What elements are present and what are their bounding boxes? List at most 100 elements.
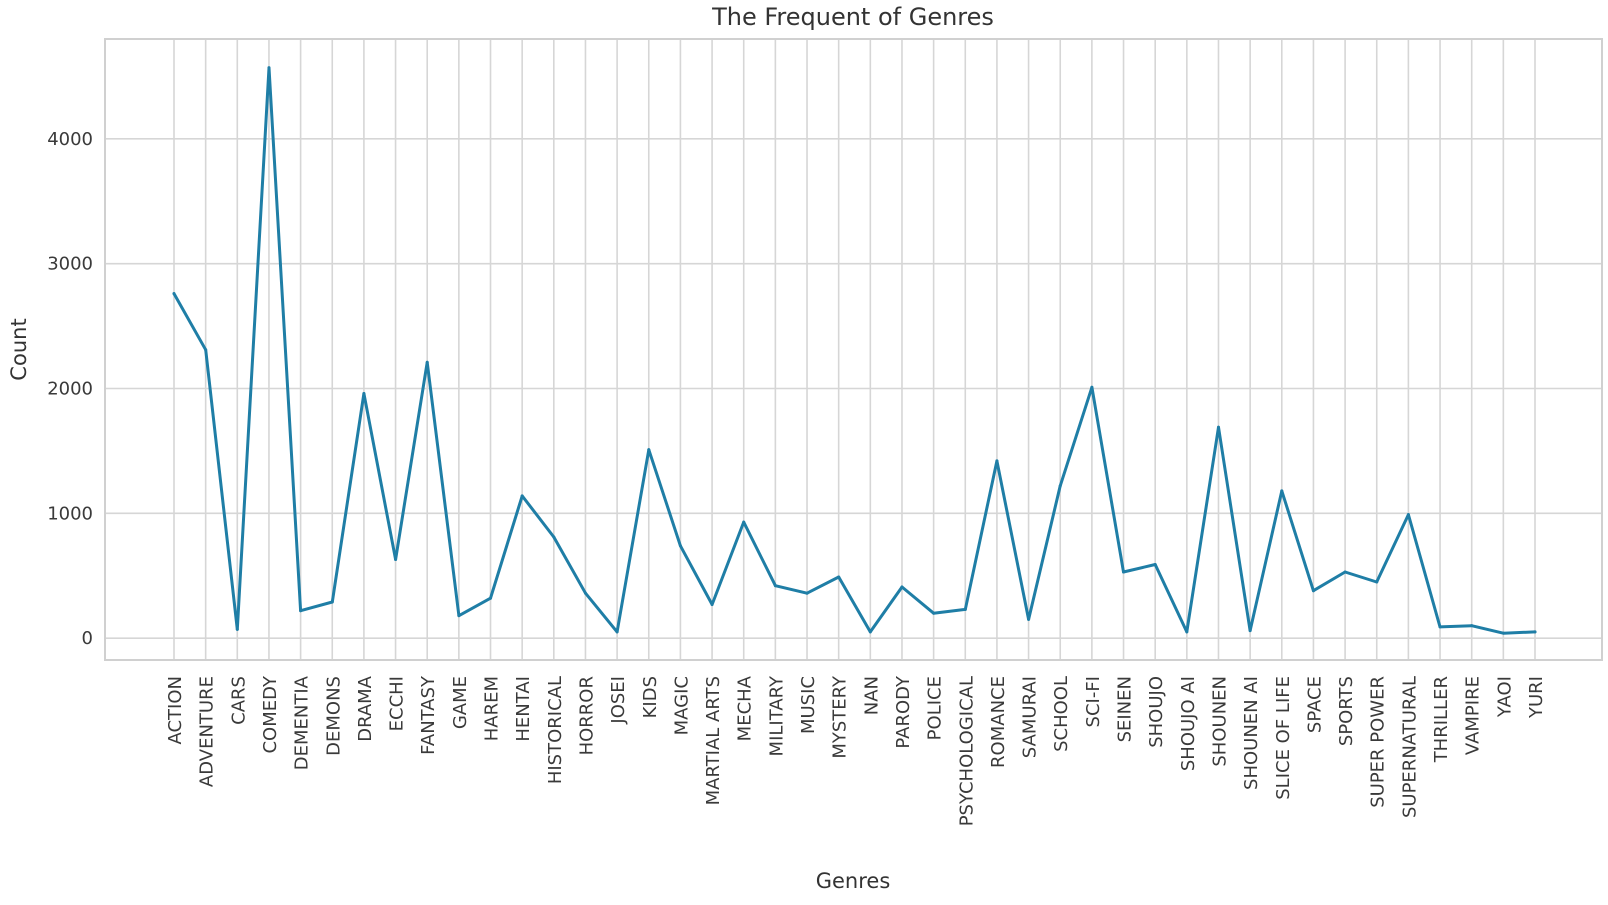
x-tick-label: SHOUNEN (1209, 676, 1230, 767)
x-tick-label: KIDS (640, 676, 661, 718)
x-tick-label: PSYCHOLOGICAL (956, 676, 977, 826)
data-point (1311, 589, 1315, 593)
plot-frame (104, 38, 1603, 661)
data-point (1470, 624, 1474, 628)
series-line (172, 66, 1537, 635)
x-axis-ticks: ACTION ADVENTURE CARS COMEDY DEMENTIA DEMONS D… (165, 675, 1547, 826)
x-tick-label: SHOUNEN AI (1241, 676, 1262, 790)
data-point (1375, 580, 1379, 584)
x-tick-label: HISTORICAL (545, 676, 566, 784)
y-tick-label: 0 (82, 628, 93, 649)
x-tick-label: SCHOOL (1051, 676, 1072, 752)
data-point (330, 600, 334, 604)
x-tick-label: ECCHI (387, 676, 408, 731)
data-point (1406, 513, 1410, 517)
data-point (805, 591, 809, 595)
data-point (837, 575, 841, 579)
data-point (583, 591, 587, 595)
data-point (963, 607, 967, 611)
y-axis-ticks: 0 1000 2000 3000 4000 (47, 129, 93, 649)
data-point (1185, 630, 1189, 634)
data-point (678, 544, 682, 548)
y-tick-label: 2000 (47, 379, 93, 400)
x-tick-label: SPACE (1304, 676, 1325, 733)
x-tick-label: JOSEI (608, 676, 629, 725)
x-tick-label: FANTASY (418, 675, 439, 755)
x-tick-label: SHOUJO AI (1178, 676, 1199, 771)
x-tick-label: YURI (1526, 676, 1547, 719)
x-tick-label: POLICE (925, 676, 946, 740)
x-tick-label: SCI-FI (1083, 676, 1104, 727)
x-tick-label: ACTION (165, 676, 186, 745)
x-tick-label: SPORTS (1336, 676, 1357, 746)
x-tick-label: VAMPIRE (1463, 676, 1484, 755)
data-point (235, 627, 239, 631)
x-tick-label: SUPER POWER (1368, 676, 1389, 808)
data-point (1248, 629, 1252, 633)
data-point (172, 292, 176, 296)
grid-lines (105, 39, 1602, 660)
data-point (710, 602, 714, 606)
x-tick-label: DEMONS (323, 676, 344, 756)
x-tick-label: PARODY (893, 675, 914, 749)
data-point (1027, 617, 1031, 621)
x-tick-label: MUSIC (798, 676, 819, 734)
data-point (1343, 570, 1347, 574)
data-point (742, 520, 746, 524)
data-point (267, 66, 271, 70)
data-point (647, 448, 651, 452)
x-tick-label: GAME (450, 676, 471, 729)
x-axis-label: Genres (816, 869, 891, 893)
data-point (995, 459, 999, 463)
chart-title: The Frequent of Genres (711, 3, 994, 31)
x-tick-label: SEINEN (1115, 676, 1136, 742)
x-tick-label: NAN (861, 676, 882, 715)
data-point (932, 611, 936, 615)
x-tick-label: MECHA (735, 675, 756, 741)
x-tick-label: DEMENTIA (292, 675, 313, 770)
data-point (489, 596, 493, 600)
data-point (299, 609, 303, 613)
data-point (425, 360, 429, 364)
data-point (1533, 630, 1537, 634)
data-point (1280, 489, 1284, 493)
x-tick-label: HAREM (482, 676, 503, 741)
x-tick-label: SUPERNATURAL (1399, 676, 1420, 818)
data-point (457, 614, 461, 618)
x-tick-label: CARS (228, 676, 249, 725)
x-tick-label: MILITARY (766, 675, 787, 756)
x-tick-label: HENTAI (513, 676, 534, 742)
data-point (615, 630, 619, 634)
y-axis-label: Count (7, 318, 31, 380)
x-tick-label: MARTIAL ARTS (703, 676, 724, 805)
x-tick-label: COMEDY (260, 675, 281, 754)
data-point (394, 558, 398, 562)
x-tick-label: HORROR (576, 676, 597, 755)
y-tick-label: 1000 (47, 503, 93, 524)
data-point (1090, 385, 1094, 389)
x-tick-label: SHOUJO (1146, 676, 1167, 748)
data-point (900, 585, 904, 589)
y-tick-label: 4000 (47, 129, 93, 150)
x-tick-label: SAMURAI (1020, 676, 1041, 758)
data-point (552, 535, 556, 539)
data-point (1438, 625, 1442, 629)
x-tick-label: MYSTERY (830, 675, 851, 759)
data-point (362, 392, 366, 396)
data-point (1058, 484, 1062, 488)
data-point (204, 348, 208, 352)
x-tick-label: ROMANCE (988, 676, 1009, 768)
data-point (868, 630, 872, 634)
x-tick-label: THRILLER (1431, 676, 1452, 763)
x-tick-label: ADVENTURE (197, 676, 218, 787)
data-point (1122, 570, 1126, 574)
x-tick-label: MAGIC (671, 676, 692, 735)
x-tick-label: YAOI (1494, 676, 1515, 718)
y-tick-label: 3000 (47, 254, 93, 275)
data-point (1501, 631, 1505, 635)
data-point (1216, 425, 1220, 429)
x-tick-label: SLICE OF LIFE (1273, 676, 1294, 800)
data-points (172, 66, 1537, 635)
